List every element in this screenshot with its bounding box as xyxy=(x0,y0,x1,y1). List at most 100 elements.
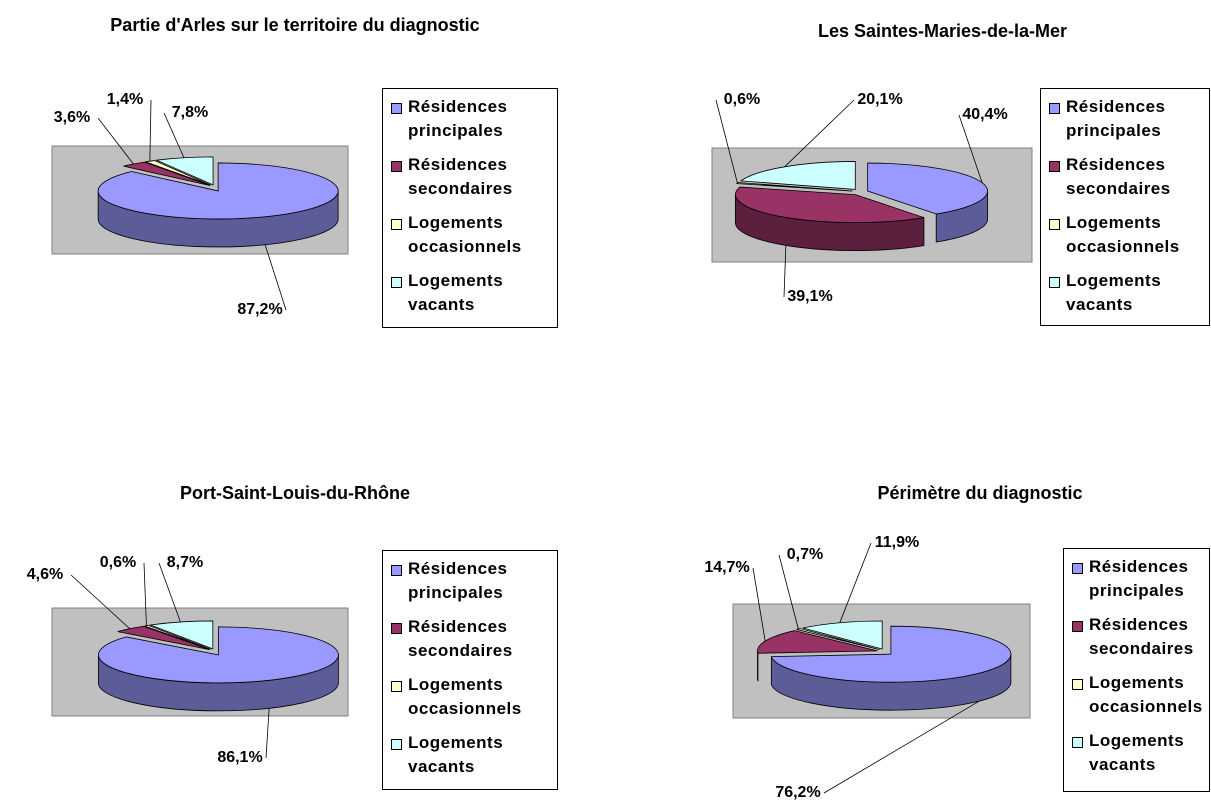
leader-line xyxy=(265,708,270,759)
data-label: 0,7% xyxy=(787,546,823,563)
leader-line xyxy=(70,574,131,630)
chart-title: Les Saintes-Maries-de-la-Mer xyxy=(817,21,1068,41)
data-label: 86,1% xyxy=(217,749,262,766)
legend-entry: Résidences principales xyxy=(391,557,553,605)
legend-entry: Logements vacants xyxy=(391,731,553,779)
legend-entry: Logements occasionnels xyxy=(1049,211,1205,259)
legend-swatch xyxy=(1049,277,1060,288)
slice-top xyxy=(770,625,1012,683)
leader-line xyxy=(783,245,787,298)
leader-line xyxy=(823,700,980,794)
legend-label: Résidences principales xyxy=(1089,557,1189,600)
leader-line xyxy=(163,112,185,158)
slice-top xyxy=(735,186,925,224)
legend-label: Logements occasionnels xyxy=(408,675,522,718)
legend: Résidences principales Résidences seconda… xyxy=(382,88,558,328)
chart-title: Périmètre du diagnostic xyxy=(877,483,1083,503)
pie-slice xyxy=(117,625,210,651)
leader-line xyxy=(264,244,287,311)
data-label: 1,4% xyxy=(107,91,143,108)
data-label: 8,7% xyxy=(167,554,203,571)
legend-label: Logements occasionnels xyxy=(1066,213,1180,256)
legend-label: Résidences secondaires xyxy=(408,617,513,660)
leader-line xyxy=(752,567,766,642)
legend-label: Logements occasionnels xyxy=(408,213,522,256)
legend-swatch xyxy=(1072,621,1083,632)
data-label: 4,6% xyxy=(27,566,63,583)
legend-label: Résidences secondaires xyxy=(1089,615,1194,658)
pie-slice xyxy=(97,162,339,248)
legend-swatch xyxy=(391,161,402,172)
leader-line xyxy=(97,117,134,165)
leader-line xyxy=(839,542,872,623)
legend-swatch xyxy=(391,739,402,750)
slice-top xyxy=(735,182,853,192)
pie-slice xyxy=(867,162,989,243)
legend-swatch xyxy=(391,681,402,692)
legend-swatch xyxy=(1072,737,1083,748)
legend-entry: Résidences secondaires xyxy=(391,153,553,201)
slice-top xyxy=(148,620,214,650)
leader-line xyxy=(784,99,855,168)
pie-slice xyxy=(734,186,925,252)
data-label: 14,7% xyxy=(704,559,749,576)
data-label: 0,6% xyxy=(100,554,136,571)
legend-label: Logements vacants xyxy=(1066,271,1162,314)
legend: Résidences principales Résidences seconda… xyxy=(1040,88,1210,326)
legend-label: Résidences principales xyxy=(408,559,508,602)
legend-swatch xyxy=(391,219,402,230)
chart-title: Partie d'Arles sur le territoire du diag… xyxy=(110,15,480,35)
legend-swatch xyxy=(391,277,402,288)
chart-title: Port-Saint-Louis-du-Rhône xyxy=(180,483,410,503)
legend-swatch xyxy=(1072,679,1083,690)
legend-label: Résidences secondaires xyxy=(1066,155,1171,198)
legend-swatch xyxy=(1049,219,1060,230)
leader-line xyxy=(715,99,738,184)
legend: Résidences principales Résidences seconda… xyxy=(382,550,558,790)
legend-label: Logements occasionnels xyxy=(1089,673,1203,716)
data-label: 87,2% xyxy=(237,301,282,318)
legend-label: Résidences secondaires xyxy=(408,155,513,198)
legend-entry: Résidences principales xyxy=(1049,95,1205,143)
slice-top xyxy=(802,620,883,650)
legend-entry: Résidences principales xyxy=(391,95,553,143)
pie-slice xyxy=(155,156,214,186)
slice-top xyxy=(123,161,211,186)
data-label: 20,1% xyxy=(857,91,902,108)
leader-line xyxy=(143,562,147,626)
data-label: 7,8% xyxy=(172,104,208,121)
pie-slice xyxy=(770,625,1012,711)
legend-label: Résidences principales xyxy=(1066,97,1166,140)
pie-slice xyxy=(735,182,853,192)
data-label: 40,4% xyxy=(962,106,1007,123)
pie-slice xyxy=(97,626,339,712)
legend-entry: Logements vacants xyxy=(1049,269,1205,317)
leader-line xyxy=(149,99,152,162)
leader-line xyxy=(958,114,983,183)
legend-entry: Logements vacants xyxy=(391,269,553,317)
data-label: 39,1% xyxy=(787,288,832,305)
leader-line xyxy=(778,554,799,630)
slice-top xyxy=(98,626,339,684)
legend-entry: Logements occasionnels xyxy=(391,211,553,259)
legend-label: Résidences principales xyxy=(408,97,508,140)
legend-entry: Résidences principales xyxy=(1072,555,1205,603)
pie-slice xyxy=(802,620,883,650)
legend-swatch xyxy=(391,565,402,576)
legend-swatch xyxy=(1049,103,1060,114)
legend-entry: Résidences secondaires xyxy=(391,615,553,663)
data-label: 11,9% xyxy=(875,534,919,551)
legend-entry: Résidences secondaires xyxy=(1049,153,1205,201)
legend-entry: Résidences secondaires xyxy=(1072,613,1205,661)
slice-top xyxy=(117,625,210,651)
pie-slice xyxy=(123,161,211,186)
legend-label: Logements vacants xyxy=(408,733,504,776)
pie-slice xyxy=(148,620,214,650)
legend-swatch xyxy=(391,103,402,114)
legend-entry: Logements vacants xyxy=(1072,729,1205,777)
legend-entry: Logements occasionnels xyxy=(391,673,553,721)
legend-swatch xyxy=(1072,563,1083,574)
slice-top xyxy=(97,162,339,220)
